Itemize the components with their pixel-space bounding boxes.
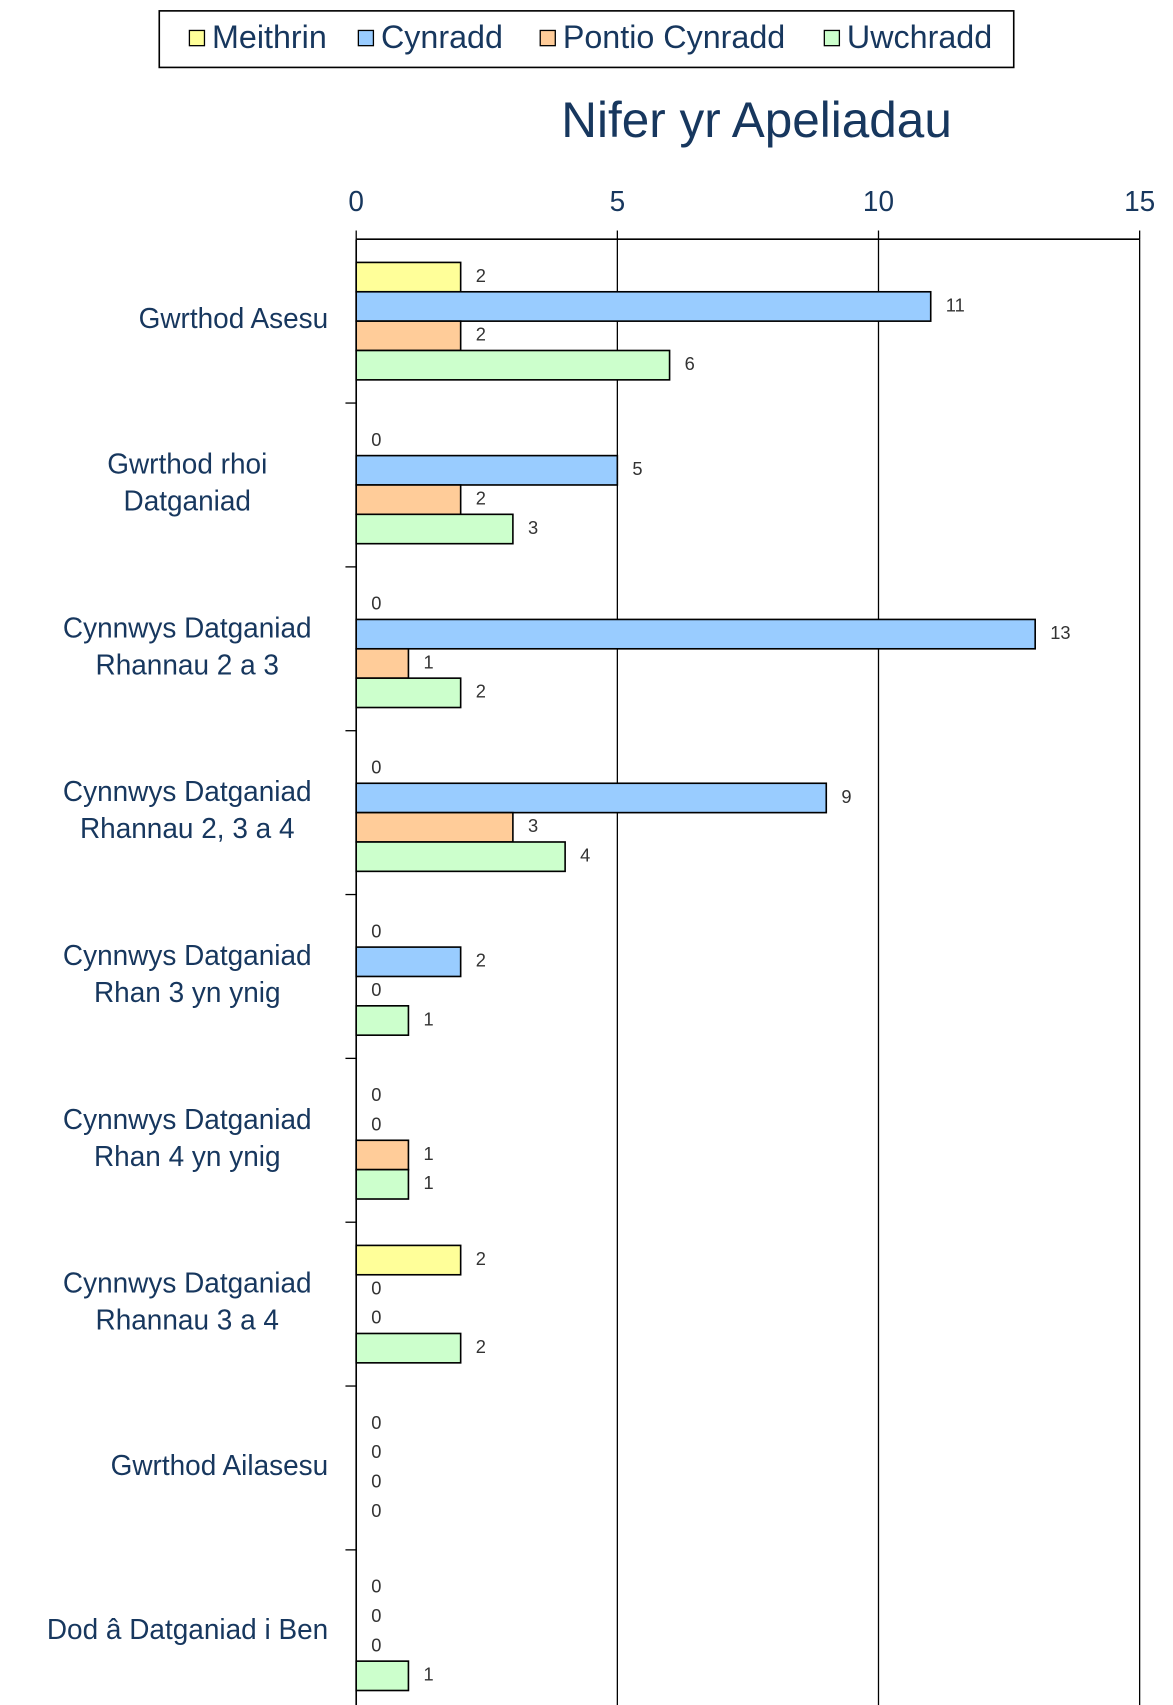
value-label: 0 [371, 1084, 381, 1105]
bar [355, 841, 566, 873]
y-tick-line: Cynnwys Datganiad [63, 1104, 312, 1135]
y-tick-line: Rhan 4 yn ynig [94, 1141, 281, 1172]
y-tick-label: Dod â Datganiad i Ben [47, 1614, 328, 1645]
y-tick-label: Gwrthod Ailasesu [111, 1450, 329, 1481]
value-label: 0 [371, 429, 381, 450]
value-label: 0 [371, 1441, 381, 1462]
bar [355, 320, 462, 352]
y-tick-line: Datganiad [124, 486, 251, 517]
y-tick-label: Cynnwys Datganiad Rhan 3 yn ynig [63, 940, 312, 1008]
value-label: 0 [371, 1576, 381, 1597]
value-label: 0 [371, 593, 381, 614]
bar [355, 290, 932, 322]
value-label: 6 [685, 353, 695, 374]
value-label: 0 [371, 920, 381, 941]
y-tick-line: Rhannau 2, 3 a 4 [80, 813, 295, 844]
bar [355, 618, 1036, 650]
bar [355, 1005, 410, 1036]
value-label: 0 [371, 1634, 381, 1655]
bar [355, 782, 828, 814]
y-tick-line: Cynnwys Datganiad [63, 940, 312, 971]
y-tick-line: Rhan 3 yn ynig [94, 977, 281, 1008]
value-label: 13 [1050, 622, 1070, 643]
bar [355, 1660, 410, 1692]
value-label: 9 [841, 786, 851, 807]
y-tick-line: Dod â Datganiad i Ben [47, 1614, 328, 1645]
value-label: 0 [371, 1412, 381, 1433]
value-label: 4 [580, 844, 590, 865]
value-label: 3 [528, 815, 538, 836]
y-tick-line: Rhannau 2 a 3 [96, 650, 279, 681]
y-tick-line: Gwrthod rhoi [107, 449, 267, 480]
bar [355, 261, 462, 293]
x-tick-label: 10 [863, 186, 894, 217]
bar [355, 946, 462, 978]
y-tick-label: Cynnwys Datganiad Rhannau 2 a 3 [63, 613, 312, 681]
bar [355, 1332, 462, 1364]
y-tick-line: Cynnwys Datganiad [63, 613, 312, 644]
y-tick-label: Gwrthod rhoi Datganiad [107, 449, 267, 517]
y-tick-label: Gwrthod Asesu [139, 303, 329, 334]
bar [355, 513, 514, 545]
value-label: 3 [528, 517, 538, 538]
chart-title: Nifer yr Apeliadau [561, 92, 952, 148]
value-label: 2 [476, 1248, 486, 1269]
value-label: 0 [371, 979, 381, 1000]
value-label: 0 [371, 1500, 381, 1521]
value-label: 2 [476, 1336, 486, 1357]
bar [355, 1168, 410, 1200]
legend-label: Pontio Cynradd [563, 19, 785, 55]
x-tick-label: 15 [1124, 186, 1155, 217]
value-label: 0 [371, 1113, 381, 1134]
y-tick-line: Rhannau 3 a 4 [96, 1305, 279, 1336]
value-label: 1 [423, 1143, 433, 1164]
bar [355, 484, 462, 516]
value-label: 0 [371, 756, 381, 777]
value-label: 1 [423, 1008, 433, 1029]
legend-label: Cynradd [381, 19, 503, 55]
bar [355, 1244, 462, 1276]
legend-swatch [539, 29, 556, 47]
bar [355, 349, 671, 381]
value-label: 2 [476, 265, 486, 286]
legend-swatch [823, 29, 841, 47]
y-tick-line: Gwrthod Asesu [139, 303, 329, 334]
value-label: 0 [371, 1277, 381, 1298]
value-label: 2 [476, 681, 486, 702]
legend-swatch [357, 29, 375, 47]
y-tick-line: Cynnwys Datganiad [63, 1268, 312, 1299]
y-tick-label: Cynnwys Datganiad Rhannau 3 a 4 [63, 1268, 312, 1336]
legend-swatch [188, 29, 206, 47]
value-label: 2 [476, 487, 486, 508]
value-label: 2 [476, 950, 486, 971]
bar [355, 647, 410, 679]
x-tick-label: 5 [610, 186, 626, 217]
legend-label: Meithrin [212, 19, 327, 55]
y-tick-label: Cynnwys Datganiad Rhannau 2, 3 a 4 [63, 776, 312, 844]
bar [355, 1139, 410, 1171]
value-label: 1 [423, 651, 433, 672]
bar [355, 677, 462, 709]
value-label: 0 [371, 1470, 381, 1491]
y-tick-label: Cynnwys Datganiad Rhan 4 yn ynig [63, 1104, 312, 1172]
x-tick-label: 0 [348, 186, 364, 217]
value-label: 5 [632, 458, 642, 479]
value-label: 11 [946, 294, 965, 315]
value-label: 0 [371, 1605, 381, 1626]
value-label: 2 [476, 324, 486, 345]
bar [355, 811, 514, 843]
value-label: 1 [423, 1664, 433, 1685]
y-tick-line: Gwrthod Ailasesu [111, 1450, 329, 1481]
value-label: 0 [371, 1307, 381, 1328]
value-label: 1 [423, 1172, 433, 1193]
y-tick-line: Cynnwys Datganiad [63, 776, 312, 807]
bar [355, 454, 619, 486]
legend-label: Uwchradd [847, 19, 992, 55]
legend-box [158, 10, 1015, 69]
